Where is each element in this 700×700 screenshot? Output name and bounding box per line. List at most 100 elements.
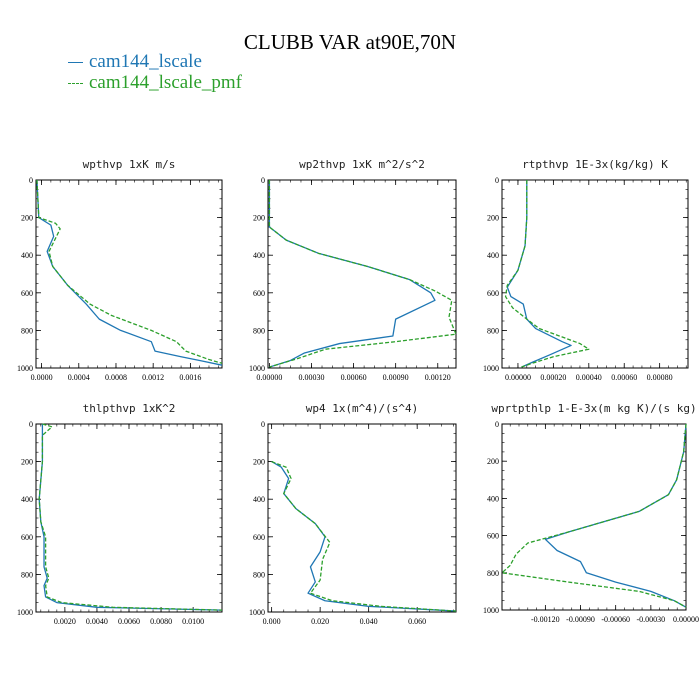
y-tick-label: 200 xyxy=(21,214,33,223)
y-tick-label: 600 xyxy=(21,533,33,542)
x-tick-label: 0.0008 xyxy=(105,373,127,382)
x-tick-label: 0.00060 xyxy=(341,373,367,382)
x-tick-label: 0.0100 xyxy=(182,617,204,626)
y-tick-label: 800 xyxy=(253,326,265,335)
y-tick-label: 1000 xyxy=(249,364,265,373)
x-tick-label: 0.020 xyxy=(311,617,329,626)
x-tick-label: 0.0012 xyxy=(142,373,164,382)
y-tick-label: 400 xyxy=(487,494,499,503)
y-tick-label: 200 xyxy=(487,457,499,466)
y-tick-label: 400 xyxy=(253,251,265,260)
y-tick-label: 800 xyxy=(253,570,265,579)
x-tick-label: 0.00090 xyxy=(383,373,409,382)
y-tick-label: 400 xyxy=(487,251,499,260)
y-tick-label: 400 xyxy=(21,495,33,504)
legend-label-lscale: cam144_lscale xyxy=(89,51,202,72)
y-tick-label: 1000 xyxy=(483,364,499,373)
plot-frame xyxy=(35,423,223,613)
y-tick-label: 800 xyxy=(21,570,33,579)
legend-item-lscale: cam144_lscale xyxy=(68,51,202,73)
x-tick-label: 0.00000 xyxy=(673,615,699,624)
series-line-0 xyxy=(268,180,436,368)
series-line-0 xyxy=(38,424,223,611)
series-line-1 xyxy=(38,423,223,611)
y-tick-label: 800 xyxy=(487,569,499,578)
y-tick-label: 0 xyxy=(29,420,33,429)
y-tick-label: 200 xyxy=(21,458,33,467)
panel-title: wpthvp 1xK m/s xyxy=(83,158,176,171)
x-tick-label: -0.00120 xyxy=(531,615,560,624)
series-line-0 xyxy=(544,423,687,608)
series-line-0 xyxy=(506,180,572,368)
x-tick-label: 0.00060 xyxy=(611,373,637,382)
y-tick-label: 0 xyxy=(29,176,33,185)
y-tick-label: 0 xyxy=(261,420,265,429)
y-tick-label: 1000 xyxy=(249,608,265,617)
x-tick-label: -0.00090 xyxy=(566,615,595,624)
legend-swatch-lscale xyxy=(68,61,83,63)
y-tick-label: 200 xyxy=(253,458,265,467)
panel-title: wp2thvp 1xK m^2/s^2 xyxy=(299,158,425,171)
y-tick-label: 0 xyxy=(261,176,265,185)
y-tick-label: 1000 xyxy=(483,606,499,615)
legend-item-lscale-pmf: cam144_lscale_pmf xyxy=(68,72,242,94)
x-tick-label: 0.00000 xyxy=(256,373,282,382)
series-line-0 xyxy=(36,179,223,366)
x-tick-label: 0.0080 xyxy=(150,617,172,626)
x-tick-label: 0.040 xyxy=(360,617,378,626)
y-tick-label: 600 xyxy=(21,289,33,298)
y-tick-label: 0 xyxy=(495,176,499,185)
panel-title: wprtpthlp 1-E-3x(m kg K)/(s kg) xyxy=(491,402,696,415)
x-tick-label: 0.00080 xyxy=(647,373,673,382)
legend-swatch-lscale-pmf xyxy=(68,82,83,84)
y-tick-label: 200 xyxy=(487,214,499,223)
x-tick-label: 0.0040 xyxy=(86,617,108,626)
series-line-1 xyxy=(501,423,687,608)
plot-frame xyxy=(501,179,689,369)
legend-label-lscale-pmf: cam144_lscale_pmf xyxy=(89,72,243,93)
series-line-1 xyxy=(504,180,590,368)
y-tick-label: 600 xyxy=(487,532,499,541)
x-tick-label: 0.0020 xyxy=(54,617,76,626)
y-tick-label: 200 xyxy=(253,214,265,223)
x-tick-label: 0.00040 xyxy=(576,373,602,382)
y-tick-label: 600 xyxy=(253,289,265,298)
y-tick-label: 400 xyxy=(21,251,33,260)
panel-title: thlpthvp 1xK^2 xyxy=(83,402,176,415)
x-tick-label: -0.00030 xyxy=(637,615,666,624)
x-tick-label: 0.0000 xyxy=(31,373,53,382)
x-tick-label: 0.060 xyxy=(408,617,426,626)
chart-title: CLUBB VAR at90E,70N xyxy=(243,30,457,54)
x-tick-label: 0.00000 xyxy=(505,373,531,382)
y-tick-label: 600 xyxy=(253,533,265,542)
x-tick-label: 0.00020 xyxy=(540,373,566,382)
series-line-1 xyxy=(271,460,457,612)
panel-1: wp2thvp 1xK m^2/s^2020040060080010000.00… xyxy=(249,158,457,382)
y-tick-label: 1000 xyxy=(17,364,33,373)
panel-title: rtpthvp 1E-3x(kg/kg) K xyxy=(522,158,668,171)
x-tick-label: 0.00120 xyxy=(425,373,451,382)
y-tick-label: 800 xyxy=(21,326,33,335)
y-tick-label: 0 xyxy=(495,420,499,429)
panel-2: rtpthvp 1E-3x(kg/kg) K 0 200 400 600 800 1000 0… xyxy=(483,158,689,382)
x-tick-label: 0.00030 xyxy=(298,373,324,382)
plot-frame xyxy=(267,423,457,613)
x-tick-label: 0.0016 xyxy=(179,373,201,382)
plot-frame xyxy=(501,423,687,611)
x-tick-label: 0.0004 xyxy=(68,373,90,382)
x-tick-label: -0.00060 xyxy=(601,615,630,624)
y-tick-label: 400 xyxy=(253,495,265,504)
y-tick-label: 800 xyxy=(487,326,499,335)
panel-5: wprtpthlp 1-E-3x(m kg K)/(s kg) 0 200 400 60… xyxy=(483,402,699,624)
panel-title: wp4 1x(m^4)/(s^4) xyxy=(306,402,419,415)
x-tick-label: 0.000 xyxy=(263,617,281,626)
plot-frame xyxy=(35,179,223,369)
y-tick-label: 1000 xyxy=(17,608,33,617)
series-line-1 xyxy=(268,180,457,368)
series-line-0 xyxy=(271,461,457,612)
y-tick-label: 600 xyxy=(487,289,499,298)
x-tick-label: 0.0060 xyxy=(118,617,140,626)
panel-3: thlpthvp 1xK^2 0 200 400 600 800 1000 0.0020 0.0… xyxy=(17,402,223,626)
